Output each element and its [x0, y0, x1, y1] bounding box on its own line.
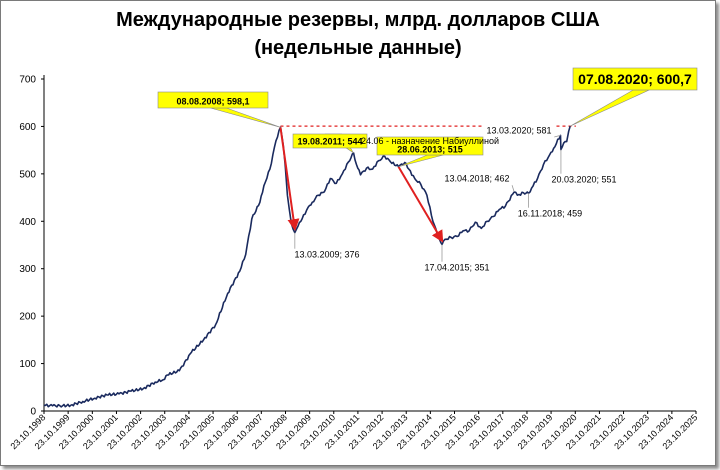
- decline-arrow: [279, 127, 300, 232]
- callout-text: 20.03.2020; 551: [551, 175, 616, 185]
- callout-leader-line: [511, 184, 515, 193]
- annotation-callout: 19.08.2011; 544: [292, 133, 368, 154]
- y-tick-label: 400: [19, 217, 36, 228]
- annotation-callout: 24.06 - назначение Набиуллиной28.06.2013…: [361, 136, 499, 168]
- annotation-callout: 20.03.2020; 551: [548, 149, 620, 187]
- callout-box: [292, 133, 368, 149]
- callout-leader-line: [553, 135, 561, 138]
- annotation-callout: 07.08.2020; 600,7: [570, 67, 698, 127]
- y-tick-label: 700: [19, 75, 36, 86]
- annotation-callout: 16.11.2018; 459: [514, 193, 586, 221]
- annotation-callout: 08.08.2008; 598,1: [157, 91, 281, 128]
- decline-arrow: [397, 166, 444, 243]
- callout-text-line2: 28.06.2013; 515: [397, 145, 463, 155]
- callout-text: 16.11.2018; 459: [518, 209, 582, 219]
- callout-text: 13.04.2018; 462: [444, 174, 509, 184]
- y-tick-label: 300: [19, 264, 36, 275]
- arrows-layer: [279, 127, 444, 243]
- callout-box: [441, 172, 513, 186]
- callout-text-line1: 24.06 - назначение Набиуллиной: [361, 136, 499, 146]
- callout-text: 13.03.2009; 376: [294, 250, 359, 260]
- callout-pointer: [398, 154, 444, 168]
- y-tick-label: 600: [19, 122, 36, 133]
- annotation-callout: 17.04.2015; 351: [421, 244, 493, 275]
- chart-subtitle: (недельные данные): [254, 37, 462, 59]
- callout-text: 07.08.2020; 600,7: [578, 71, 692, 87]
- annotations-layer: 08.08.2008; 598,1 07.08.2020; 600,7 19.08.…: [157, 67, 698, 275]
- series-layer: [43, 125, 571, 408]
- callout-box: [291, 248, 363, 262]
- callout-pointer: [210, 107, 281, 128]
- callout-text: 08.08.2008; 598,1: [176, 97, 249, 107]
- callout-pointer: [570, 89, 650, 127]
- callout-text: 19.08.2011; 544: [297, 137, 362, 147]
- callout-text: 17.04.2015; 351: [424, 263, 489, 273]
- y-tick-label: 100: [19, 359, 36, 370]
- annotation-callout: 13.04.2018; 462: [441, 172, 515, 193]
- y-tick-label: 500: [19, 169, 36, 180]
- reserves-series-line: [43, 125, 571, 408]
- y-tick-label: 0: [30, 407, 36, 418]
- callout-box: [376, 136, 484, 156]
- callout-box: [157, 91, 269, 109]
- callout-box: [548, 173, 620, 187]
- annotation-callout: 13.03.2020; 581: [483, 124, 561, 138]
- y-tick-label: 200: [19, 312, 36, 323]
- callout-box: [483, 124, 555, 138]
- annotation-callout: 13.03.2009; 376: [291, 232, 363, 262]
- callout-box: [421, 261, 493, 275]
- callout-text: 13.03.2020; 581: [486, 126, 551, 136]
- chart-title: Международные резервы, млрд. долларов СШ…: [116, 9, 600, 31]
- callout-box: [572, 67, 698, 91]
- callout-box: [514, 207, 586, 221]
